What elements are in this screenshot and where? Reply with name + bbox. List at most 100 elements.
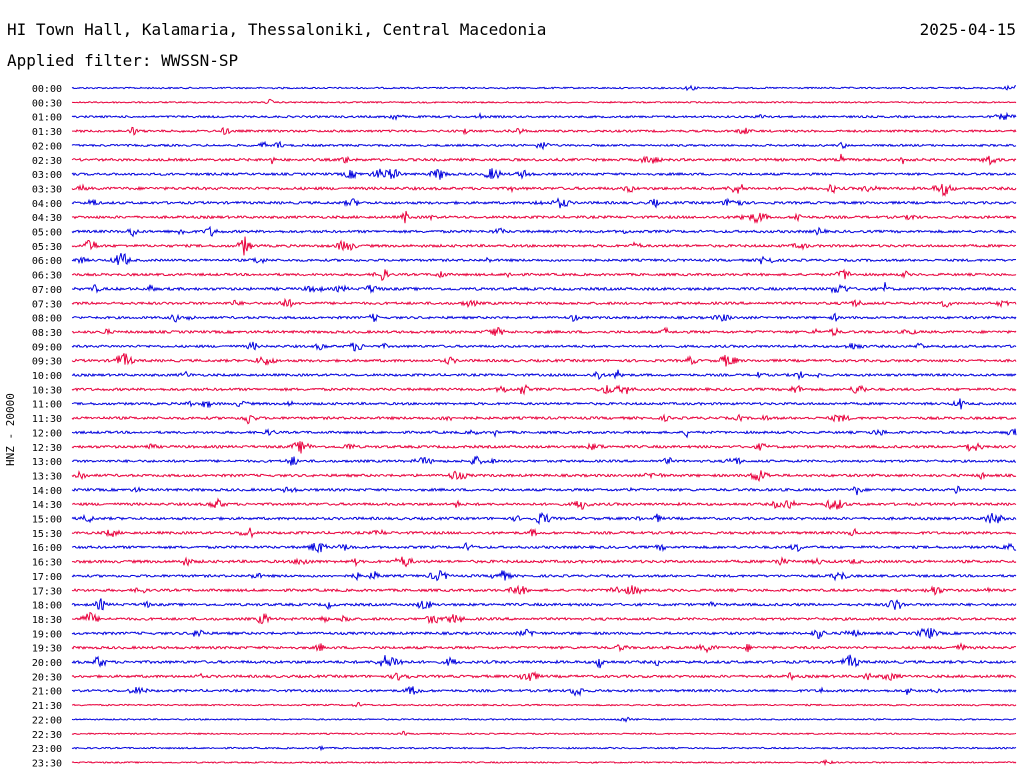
row-time-label: 16:00 [32,543,62,554]
trace-line [71,441,1017,454]
trace-line [71,140,1017,151]
row-time-label: 00:30 [32,98,62,109]
row-time-label: 14:00 [32,486,62,497]
trace-line [71,642,1017,654]
trace-line [71,569,1017,582]
row-time-label: 01:00 [32,113,62,124]
trace-line [71,716,1017,723]
trace-line [71,210,1017,224]
trace-line [71,469,1017,483]
trace-line [71,584,1017,596]
trace-line [71,654,1017,669]
trace-line [71,611,1017,625]
trace-line [71,670,1017,682]
row-time-label: 04:00 [32,199,62,210]
trace-line [71,485,1017,496]
trace-line [71,111,1017,121]
trace-line [71,225,1017,238]
row-time-label: 18:30 [32,615,62,626]
trace-line [71,197,1017,209]
row-time-label: 19:00 [32,629,62,640]
trace-line [71,312,1017,323]
trace-line [71,183,1017,197]
row-time-label: 02:30 [32,156,62,167]
trace-line [71,541,1017,554]
row-time-label: 23:00 [32,744,62,755]
row-time-label: 07:00 [32,285,62,296]
row-time-label: 18:00 [32,601,62,612]
trace-line [71,511,1017,526]
row-time-label: 13:00 [32,457,62,468]
trace-line [71,556,1017,568]
trace-line [71,627,1017,639]
row-time-label: 06:00 [32,256,62,267]
trace-line [71,413,1017,425]
row-time-label: 12:00 [32,428,62,439]
row-time-label: 04:30 [32,213,62,224]
trace-line [71,369,1017,381]
row-time-label: 05:00 [32,228,62,239]
row-time-label: 11:00 [32,400,62,411]
date-label: 2025-04-15 [919,20,1016,39]
row-time-label: 22:30 [32,730,62,741]
row-time-label: 03:30 [32,184,62,195]
trace-line [71,428,1017,439]
row-time-label: 03:00 [32,170,62,181]
trace-line [71,527,1017,539]
row-time-label: 12:30 [32,443,62,454]
row-time-label: 11:30 [32,414,62,425]
trace-line [71,84,1017,92]
row-time-label: 19:30 [32,644,62,655]
row-time-label: 20:30 [32,672,62,683]
row-time-label: 08:00 [32,314,62,325]
row-time-label: 21:30 [32,701,62,712]
trace-line [71,341,1017,352]
trace-line [71,455,1016,466]
row-time-label: 20:00 [32,658,62,669]
trace-line [71,236,1017,256]
trace-line [71,282,1017,294]
row-time-label: 08:30 [32,328,62,339]
row-time-label: 10:00 [32,371,62,382]
station-title: HI Town Hall, Kalamaria, Thessaloniki, C… [7,20,547,39]
row-time-label: 09:30 [32,357,62,368]
trace-line [71,253,1017,266]
trace-line [71,297,1017,309]
trace-line [71,168,1016,180]
row-time-label: 06:30 [32,271,62,282]
trace-line [71,384,1017,396]
row-time-label: 16:30 [32,558,62,569]
trace-line [71,686,1017,697]
trace-line [71,268,1017,281]
trace-line [71,701,1017,708]
row-time-label: 10:30 [32,385,62,396]
trace-line [71,758,1017,767]
trace-line [71,730,1017,736]
row-time-label: 14:30 [32,500,62,511]
row-time-label: 07:30 [32,299,62,310]
row-time-label: 05:30 [32,242,62,253]
row-time-label: 22:00 [32,715,62,726]
row-time-label: 15:30 [32,529,62,540]
row-time-label: 00:00 [32,84,62,95]
trace-line [71,497,1017,510]
trace-line [71,153,1017,166]
trace-line [71,598,1017,611]
row-time-label: 17:30 [32,586,62,597]
trace-line [71,353,1017,367]
row-time-label: 13:30 [32,471,62,482]
trace-line [71,98,1017,105]
trace-line [71,398,1017,410]
row-time-label: 01:30 [32,127,62,138]
row-time-label: 02:00 [32,141,62,152]
row-time-label: 17:00 [32,572,62,583]
trace-line [71,326,1017,337]
trace-line [71,744,1017,752]
trace-line [72,126,1017,136]
filter-label: Applied filter: WWSSN-SP [7,51,239,70]
row-time-label: 15:00 [32,515,62,526]
row-time-label: 21:00 [32,687,62,698]
row-time-label: 09:00 [32,342,62,353]
row-time-label: 23:30 [32,758,62,769]
